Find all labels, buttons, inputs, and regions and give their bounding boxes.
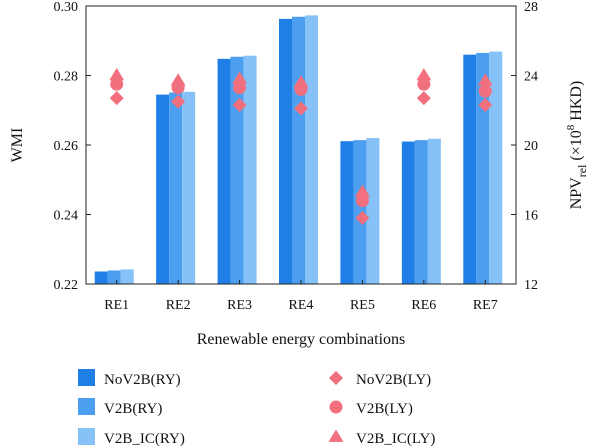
y-left-tick-label: 0.22 (54, 278, 79, 293)
bar (230, 56, 244, 284)
bar (489, 51, 503, 285)
legend-label: NoV2B(LY) (356, 372, 431, 388)
legend-label: NoV2B(RY) (104, 372, 181, 388)
marker-diamond (171, 94, 186, 109)
marker-triangle (170, 73, 186, 86)
bar (217, 58, 231, 284)
marker-triangle (109, 68, 125, 81)
y-right-title-pre: (×10 (568, 130, 585, 164)
legend-label: V2B_IC(RY) (104, 431, 185, 447)
marker-circle (355, 194, 369, 208)
marker-diamond (329, 371, 343, 385)
bar (353, 140, 367, 284)
legend-label: V2B(LY) (356, 401, 413, 417)
x-tick-label: RE3 (227, 298, 252, 313)
bar (340, 141, 354, 284)
legend-swatch (78, 369, 95, 386)
bar (414, 140, 428, 284)
bar (366, 138, 380, 284)
marker-triangle (354, 184, 370, 197)
y-left-axis-title: WMI (9, 128, 26, 163)
bar (94, 271, 108, 284)
x-tick-label: RE4 (289, 298, 314, 313)
legend-label: V2B(RY) (104, 401, 162, 417)
y-left-tick-label: 0.26 (54, 139, 79, 154)
y-left-tick-label: 0.30 (54, 0, 79, 15)
x-tick-label: RE2 (166, 298, 191, 313)
y-right-axis-title: NPVrel (×108 HKD) (565, 81, 589, 210)
x-tick-label: RE1 (104, 298, 129, 313)
bar (169, 92, 183, 284)
bar (305, 15, 318, 284)
y-right-tick-label: 12 (524, 278, 538, 293)
y-right-tick-label: 16 (524, 209, 538, 224)
marker-triangle (328, 429, 344, 442)
marker-triangle (416, 68, 432, 81)
x-tick-label: RE5 (350, 298, 375, 313)
marker-diamond (416, 91, 431, 106)
bar (401, 141, 415, 284)
y-right-title-base: NPV (568, 177, 585, 209)
plot-area: 0.22 0.24 0.26 0.28 0.30 12 16 20 24 28 RE1 RE2 RE3 R… (9, 0, 589, 348)
y-right-title-sup: 8 (565, 124, 577, 130)
bar (427, 138, 441, 284)
marker-circle (417, 77, 431, 91)
bar (107, 270, 121, 284)
marker-circle (110, 77, 124, 91)
marker-diamond (294, 101, 308, 116)
marker-triangle (293, 74, 309, 88)
bar (243, 55, 257, 284)
y-left-tick-label: 0.24 (54, 209, 79, 224)
legend-swatch (78, 428, 95, 445)
marker-diamond (355, 210, 370, 225)
bar (156, 94, 170, 284)
y-right-tick-label: 28 (524, 0, 538, 15)
y-right-tick-label: 20 (524, 139, 538, 154)
x-tick-label: RE6 (411, 298, 436, 313)
y-right-title-sub: rel (575, 164, 589, 177)
marker-triangle (232, 71, 248, 84)
bar (120, 269, 134, 284)
x-axis-title: Renewable energy combinations (197, 331, 406, 348)
bar (463, 54, 477, 285)
bar (279, 18, 292, 284)
x-tick-label: RE7 (473, 298, 498, 313)
marker-triangle (477, 73, 493, 86)
marker-diamond (109, 91, 124, 106)
legend-swatch (78, 398, 95, 415)
bar (182, 91, 196, 285)
legend: NoV2B(RY) V2B(RY) V2B_IC(RY) NoV2B(LY) V2B(L… (78, 369, 435, 447)
marker-diamond (478, 98, 493, 113)
y-left-tick-label: 0.28 (54, 70, 79, 85)
legend-label: V2B_IC(LY) (356, 431, 435, 447)
marker-circle (233, 81, 247, 95)
marker-circle (329, 400, 343, 414)
marker-diamond (232, 98, 247, 113)
y-right-title-post: HKD) (568, 81, 585, 125)
marker-circle (478, 84, 492, 98)
bar (292, 16, 305, 285)
y-right-tick-label: 24 (524, 70, 538, 85)
